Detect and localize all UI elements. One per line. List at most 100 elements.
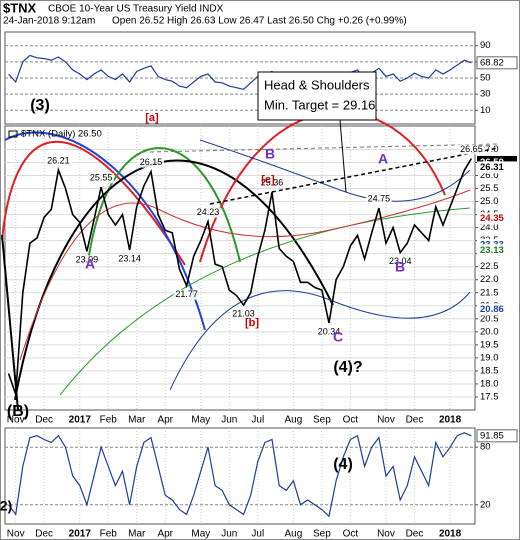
x-tick-label: Oct [343, 415, 359, 426]
series-line [7, 158, 473, 395]
wave-label: B [395, 259, 405, 275]
x-tick-label: Feb [100, 415, 118, 426]
y-tick-label: 24.0 [480, 222, 499, 233]
y-tick-label: 19.5 [480, 339, 499, 350]
y-tick-label: 22.5 [480, 261, 499, 272]
y-tick-label: 25.5 [480, 183, 499, 194]
x-tick-label: Mar [128, 529, 146, 540]
y-tick-label: 18.5 [480, 365, 499, 376]
cycle-arc [1, 140, 186, 266]
y-tick-label: 21.5 [480, 287, 499, 298]
x-tick-label: Dec [35, 415, 53, 426]
price-tag-bg [477, 161, 517, 174]
callout-text: Head & Shoulders [264, 77, 370, 92]
value-label: 26.21 [47, 155, 70, 165]
wave-label: (4)? [333, 359, 362, 376]
legend-label: $TNX (Daily) 26.50 [21, 129, 102, 140]
y-tick-label: 20.5 [480, 313, 499, 324]
y-tick-label: 25.0 [480, 196, 499, 207]
moving-average [19, 189, 471, 361]
price-tag-bg [477, 244, 517, 257]
y-tick-label: 30 [480, 89, 491, 100]
x-tick-label: Dec [406, 529, 424, 540]
series-line [8, 432, 472, 518]
x-tick-label: Apr [157, 415, 173, 426]
x-tick-label: Sep [313, 415, 331, 426]
value-label-bg [137, 157, 164, 168]
x-tick-label: 2017 [69, 529, 92, 540]
x-tick-label: Oct [343, 529, 359, 540]
x-tick-label: Jun [221, 415, 237, 426]
x-tick-label: Nov [377, 415, 395, 426]
neckline [149, 143, 499, 153]
price-tag-bg [477, 303, 517, 316]
value-label-bg [458, 144, 485, 155]
price-tag-label: 23.13 [480, 245, 504, 256]
y-tick-label: 90 [480, 40, 491, 51]
x-tick-label: Jul [251, 529, 264, 540]
quote: Open 26.52 High 26.63 Low 26.47 Last 26.… [112, 16, 407, 27]
value-label-bg [316, 326, 343, 337]
value-label-bg [116, 254, 143, 265]
x-tick-label: 2018 [439, 529, 462, 540]
legend-swatch [8, 130, 18, 138]
panel: 17.518.018.519.019.520.020.521.021.522.0… [4, 125, 499, 426]
x-tick-label: Dec [406, 415, 424, 426]
moving-average [59, 207, 471, 396]
y-tick-label: 27.0 [480, 144, 499, 155]
value-label-bg [73, 255, 100, 266]
value-label: 21.77 [175, 289, 198, 299]
wave-label: (B) [7, 403, 29, 420]
wave-label: A [85, 256, 95, 272]
x-tick-label: Nov [7, 529, 25, 540]
y-tick-label: 19.0 [480, 352, 499, 363]
value-label-bg [173, 289, 200, 300]
last-value-tag [476, 56, 518, 70]
value-label: 24.23 [197, 207, 220, 217]
value-label: 21.03 [232, 308, 255, 318]
y-tick-label: 20 [480, 499, 491, 510]
price-tag-label: 26.31 [480, 162, 504, 173]
value-label-bg [230, 308, 257, 319]
y-tick-label: 22.0 [480, 274, 499, 285]
x-tick-label: May [191, 529, 210, 540]
y-tick-label: 26.0 [480, 170, 499, 181]
value-label: 20.34 [318, 326, 341, 336]
value-label: 23.09 [76, 255, 99, 265]
x-tick-label: Nov [377, 529, 395, 540]
x-tick-label: Mar [128, 415, 146, 426]
x-tick-label: Jun [221, 529, 237, 540]
price-tag-bg [477, 212, 517, 225]
wave-label: (4) [333, 456, 353, 473]
value-label-bg [259, 178, 286, 189]
last-value-label: 91.85 [480, 430, 504, 441]
band-line [199, 139, 471, 202]
y-tick-label: 10 [480, 105, 491, 116]
value-label: 26.65 [460, 144, 483, 154]
wave-label: B [265, 146, 275, 162]
y-tick-label: 18.0 [480, 378, 499, 389]
value-label-bg [387, 256, 414, 267]
last-value-label: 68.82 [480, 57, 504, 68]
x-tick-label: Sep [313, 529, 331, 540]
callout-box [257, 71, 377, 121]
panel: 80 20 Nov Dec 2017 Feb Mar Apr May Jun Jul Aug Sep Oc… [4, 427, 491, 540]
y-tick-label: 80 [480, 442, 491, 453]
x-tick-label: 2018 [439, 415, 462, 426]
callout-pointer [339, 119, 347, 193]
date: 24-Jan-2018 9:12am [3, 16, 95, 27]
x-tick-label: Nov [7, 415, 25, 426]
value-label: 23.04 [389, 256, 412, 266]
x-tick-label: Apr [157, 529, 173, 540]
panel: 9070503010 [4, 31, 491, 125]
value-label: 24.75 [368, 193, 391, 203]
callout-text: Min. Target = 29.16 [264, 97, 375, 112]
wave-label: [a] [145, 112, 159, 124]
x-tick-label: Feb [100, 529, 118, 540]
cycle-arc [4, 131, 206, 331]
wave-label: 2) [0, 498, 12, 514]
value-label-bg [194, 207, 221, 218]
cycle-arc [87, 147, 241, 263]
wave-label: C [333, 329, 343, 345]
instrument-name: CBOE 10-Year US Treasury Yield INDX [48, 4, 224, 15]
